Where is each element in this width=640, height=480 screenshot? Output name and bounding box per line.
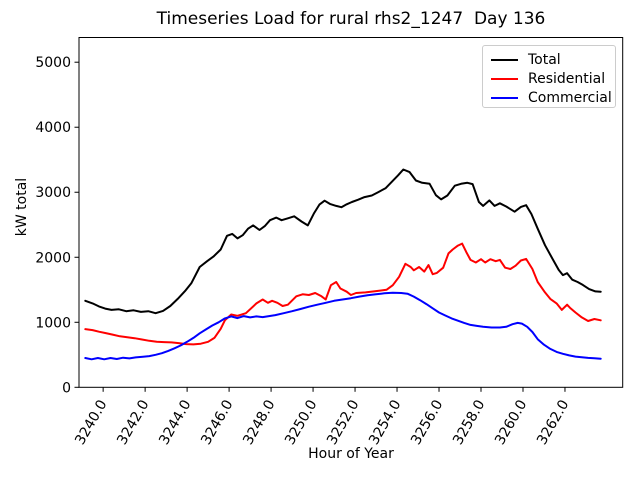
x-tick-label: 3246.0 <box>198 397 236 447</box>
legend-entry-commercial: Commercial <box>491 89 615 107</box>
legend-entry-total: Total <box>491 51 615 69</box>
residential-line-swatch <box>491 78 518 80</box>
x-tick-label: 3256.0 <box>408 397 446 447</box>
legend-label-total: Total <box>528 52 561 68</box>
x-tick-label: 3242.0 <box>114 397 152 447</box>
x-tick-label: 3262.0 <box>534 397 572 447</box>
x-tick-label: 3250.0 <box>282 397 320 447</box>
x-axis-label: Hour of Year <box>308 446 394 462</box>
y-tick-label: 0 <box>62 380 71 396</box>
chart-title: Timeseries Load for rural rhs2_1247 Day … <box>156 9 546 29</box>
x-tick-label: 3260.0 <box>492 397 530 447</box>
y-tick-label: 5000 <box>35 55 71 71</box>
commercial-line-swatch <box>491 97 518 99</box>
x-tick-label: 3248.0 <box>240 397 278 447</box>
legend: Total Residential Commercial <box>482 45 616 108</box>
x-tick-label: 3252.0 <box>324 397 362 447</box>
series-line-residential <box>84 242 602 346</box>
axes-frame <box>78 37 624 388</box>
y-tick-label: 2000 <box>35 250 71 266</box>
y-axis-label: kW total <box>14 177 30 237</box>
y-tick-label: 1000 <box>35 315 71 331</box>
series-line-commercial <box>84 291 602 361</box>
legend-label-commercial: Commercial <box>528 90 612 106</box>
y-tick-label: 3000 <box>35 185 71 201</box>
legend-entry-residential: Residential <box>491 70 615 88</box>
x-tick-label: 3254.0 <box>366 397 404 447</box>
x-tick-label: 3240.0 <box>72 397 110 447</box>
x-tick-label: 3244.0 <box>156 397 194 447</box>
x-tick-label: 3258.0 <box>450 397 488 447</box>
y-tick-label: 4000 <box>35 120 71 136</box>
legend-label-residential: Residential <box>528 71 606 87</box>
series-line-total <box>84 168 602 315</box>
total-line-swatch <box>491 59 518 61</box>
